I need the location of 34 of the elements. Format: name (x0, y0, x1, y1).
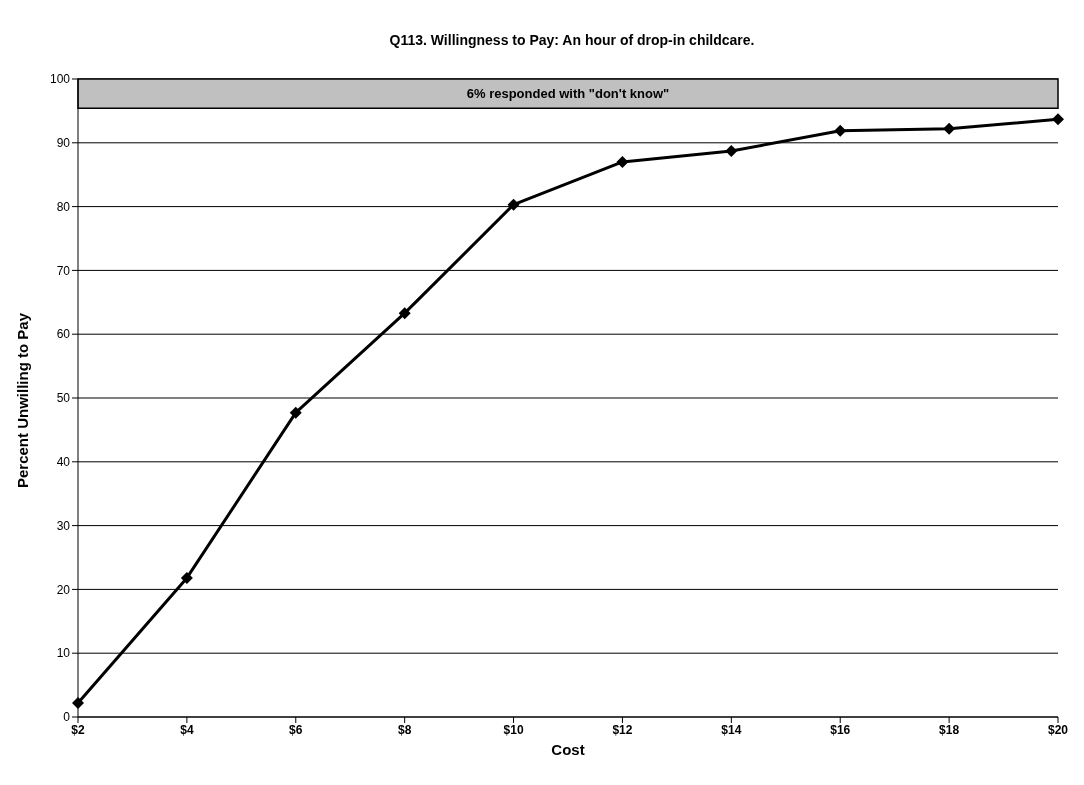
chart-title: Q113. Willingness to Pay: An hour of drop-in childcare. (388, 31, 756, 50)
point (398, 307, 411, 320)
point (1052, 113, 1064, 126)
x-tick-label: $20 (1047, 722, 1069, 737)
point (180, 571, 193, 584)
point (289, 406, 302, 419)
point (616, 155, 629, 168)
y-tick-label: 0 (63, 710, 71, 725)
y-tick-label: 50 (56, 391, 71, 406)
y-tick-label: 80 (56, 199, 71, 214)
x-tick-label: $4 (180, 722, 194, 737)
x-tick-label: $10 (503, 722, 524, 737)
y-tick-label: 90 (56, 136, 71, 151)
y-tick-label: 100 (49, 72, 71, 87)
y-axis-title: Percent Unwilling to Pay (14, 312, 32, 488)
point (72, 696, 84, 709)
x-axis-title: Cost (551, 741, 585, 758)
x-tick-label: $2 (71, 722, 85, 737)
point (725, 145, 738, 158)
x-tick-label: $14 (721, 722, 742, 737)
x-tick-label: $12 (612, 722, 633, 737)
x-tick-label: $16 (830, 722, 851, 737)
y-tick-label: 40 (56, 455, 71, 470)
x-tick-label: $8 (397, 722, 412, 737)
y-tick-label: 20 (56, 582, 71, 597)
x-tick-label: $18 (939, 722, 960, 737)
x-tick-label: $6 (289, 722, 303, 737)
y-tick-label: 30 (56, 518, 71, 533)
band-label: 6% responded with "don't know" (466, 86, 670, 102)
point (507, 198, 520, 211)
y-tick-label: 60 (56, 327, 71, 342)
y-tick-label: 70 (56, 263, 71, 278)
point (943, 122, 956, 135)
y-tick-label: 10 (56, 646, 71, 661)
